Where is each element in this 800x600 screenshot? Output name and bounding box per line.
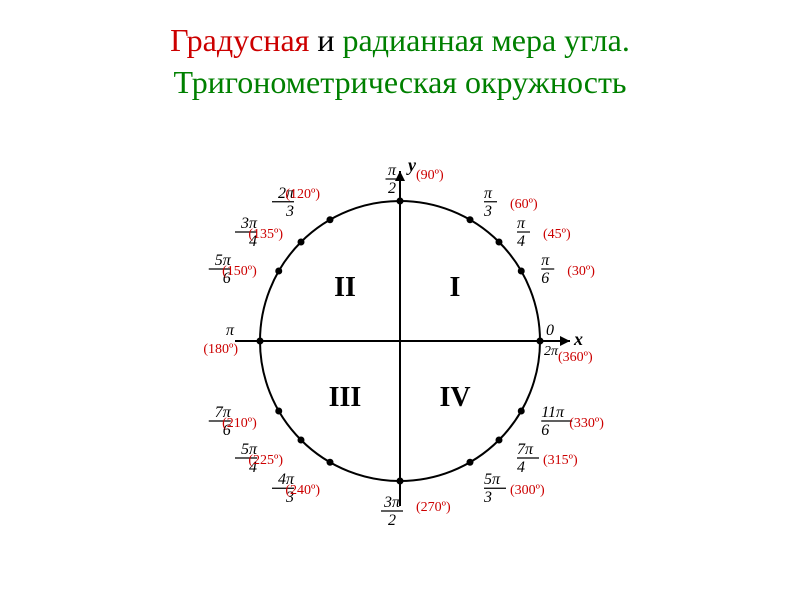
angle-point [495, 437, 502, 444]
svg-text:6: 6 [541, 422, 549, 439]
angle-point [397, 198, 404, 205]
zero-label: 0 [546, 322, 554, 339]
angle-point [495, 239, 502, 246]
radian-label: 3π2 [381, 494, 403, 529]
angle-point [467, 459, 474, 466]
svg-text:4: 4 [517, 459, 525, 476]
degree-label: (150º) [222, 264, 257, 279]
svg-text:π: π [541, 252, 550, 269]
degree-label: (45º) [543, 227, 571, 242]
quadrant-4: IV [439, 382, 470, 413]
radian-label: π4 [517, 215, 530, 250]
angle-point [397, 478, 404, 485]
angle-point [275, 268, 282, 275]
quadrant-1: I [450, 272, 461, 303]
degree-label: (360º) [558, 350, 593, 365]
degree-label: (90º) [416, 168, 444, 183]
degree-label: (30º) [567, 264, 595, 279]
svg-text:π: π [517, 215, 526, 232]
angle-point [327, 216, 334, 223]
unit-circle-diagram: IIIIIIIVxy02π(360º)π6(30º)π4(45º)π3(60º)… [180, 121, 620, 541]
svg-text:π: π [388, 162, 397, 179]
radian-label: π [226, 322, 235, 339]
angle-point [275, 408, 282, 415]
title-word-3: радианная [343, 22, 484, 58]
x-axis-label: x [573, 329, 583, 349]
svg-text:3: 3 [483, 203, 492, 220]
degree-label: (315º) [543, 453, 578, 468]
degree-label: (330º) [569, 416, 604, 431]
radian-label: π6 [541, 252, 554, 287]
unit-circle-svg: IIIIIIIVxy02π(360º)π6(30º)π4(45º)π3(60º)… [180, 121, 620, 541]
radian-label: π2 [386, 162, 399, 197]
degree-label: (120º) [285, 187, 320, 202]
degree-label: (300º) [510, 483, 545, 498]
svg-text:π: π [484, 185, 493, 202]
quadrant-2: II [334, 272, 356, 303]
degree-label: (135º) [248, 227, 283, 242]
title-word-1: Градусная [170, 22, 309, 58]
svg-text:2: 2 [388, 512, 396, 529]
angle-point [298, 239, 305, 246]
radian-label: 11π6 [541, 404, 572, 439]
radian-label: π3 [483, 185, 497, 220]
degree-label: (225º) [248, 453, 283, 468]
svg-text:5π: 5π [484, 471, 501, 488]
title-line-2: Тригонометрическая окружность [173, 64, 626, 100]
angle-point [298, 437, 305, 444]
radian-label: 7π4 [517, 441, 539, 476]
degree-label: (270º) [416, 500, 451, 515]
svg-text:3: 3 [483, 489, 492, 506]
degree-label: (240º) [285, 483, 320, 498]
two-pi-label: 2π [544, 344, 559, 359]
page-title: Градусная и радианная мера угла. Тригоно… [0, 0, 800, 103]
degree-label: (60º) [510, 197, 538, 212]
svg-text:3: 3 [285, 203, 294, 220]
angle-point [257, 338, 264, 345]
angle-point [518, 408, 525, 415]
angle-point [518, 268, 525, 275]
title-word-4: мера угла. [484, 22, 630, 58]
degree-label: (210º) [222, 416, 257, 431]
svg-text:7π: 7π [517, 441, 534, 458]
svg-text:2: 2 [388, 180, 396, 197]
svg-text:11π: 11π [541, 404, 565, 421]
radian-label: 5π3 [483, 471, 506, 506]
svg-text:3π: 3π [383, 494, 401, 511]
degree-label: (180º) [203, 342, 238, 357]
quadrant-3: III [329, 382, 362, 413]
angle-point [467, 216, 474, 223]
angle-point [327, 459, 334, 466]
svg-text:6: 6 [541, 270, 549, 287]
svg-text:4: 4 [517, 233, 525, 250]
angle-point [537, 338, 544, 345]
title-word-2: и [309, 22, 342, 58]
